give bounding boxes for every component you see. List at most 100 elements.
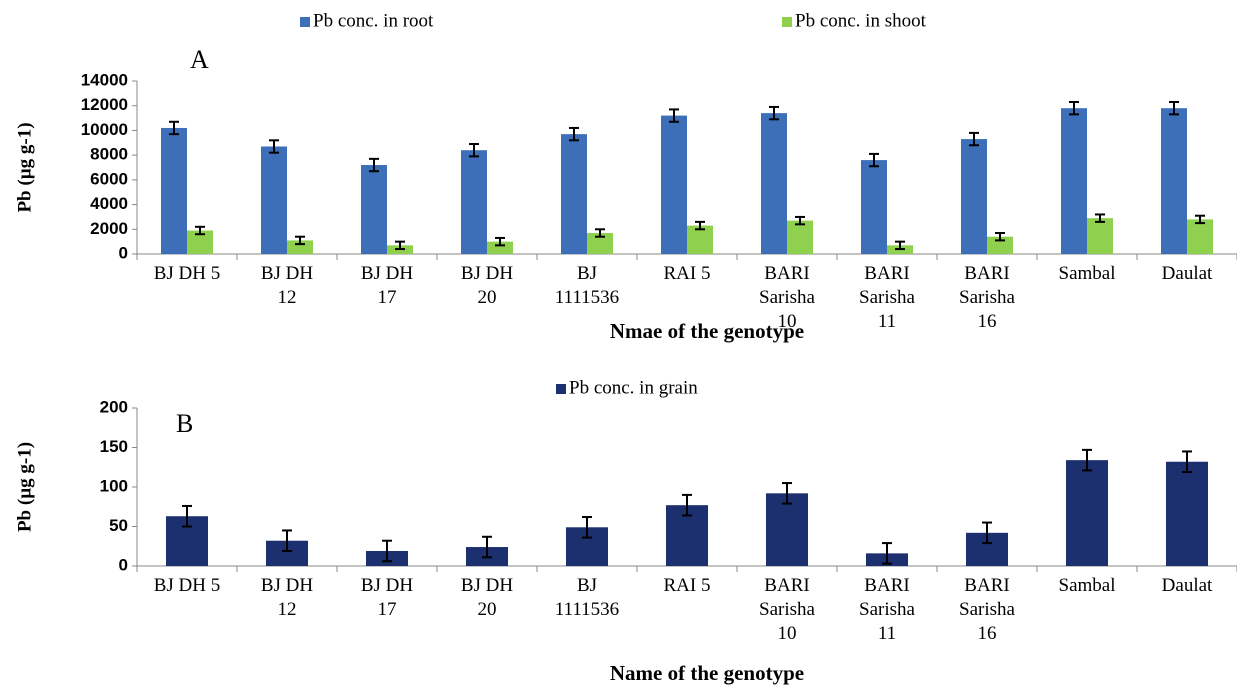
y-axis-title: Pb (µg g-1) (14, 442, 35, 532)
bar (461, 150, 487, 254)
x-tick-label: Sambal (1058, 575, 1116, 596)
error-bar (882, 542, 892, 565)
x-tick-label: BARI Sarisha 10 (759, 575, 815, 644)
error-bar (769, 105, 779, 121)
error-bar (682, 493, 692, 517)
x-tick-label: BJ DH 12 (260, 575, 314, 620)
legend-label: Pb conc. in shoot (795, 10, 927, 31)
bar (587, 232, 613, 254)
x-tick-label: BJ DH 20 (460, 263, 514, 308)
x-tick-label: BJ 1111536 (554, 263, 620, 308)
bar (261, 146, 287, 254)
x-tick-label: BJ DH 12 (260, 263, 314, 308)
y-tick-label: 200 (100, 397, 128, 416)
error-bar (1182, 450, 1192, 473)
legend-swatch (300, 17, 310, 27)
y-axis-title: Pb (µg g-1) (14, 122, 35, 212)
x-tick-label: BARI Sarisha 10 (759, 263, 815, 332)
legend-label: Pb conc. in root (313, 10, 434, 31)
legend-label: Pb conc. in grain (569, 377, 698, 398)
x-tick-label: BJ DH 5 (153, 575, 221, 596)
bar (1061, 108, 1087, 254)
error-bar (895, 240, 905, 251)
x-tick-label: BJ 1111536 (554, 575, 620, 620)
error-bar (595, 228, 605, 238)
bar (1161, 108, 1187, 254)
x-tick-label: BARI Sarisha 16 (959, 575, 1015, 644)
error-bar (369, 157, 379, 173)
bar (287, 240, 313, 254)
error-bar (295, 235, 305, 246)
error-bar (782, 482, 792, 505)
legend-swatch (782, 17, 792, 27)
legend-swatch (556, 384, 566, 394)
x-tick-label: BARI Sarisha 11 (859, 263, 915, 332)
error-bar (1069, 101, 1079, 116)
bar (661, 115, 687, 254)
error-bar (1082, 448, 1092, 472)
y-tick-label: 0 (119, 555, 128, 574)
error-bar (282, 529, 292, 552)
bar (1166, 461, 1208, 566)
error-bar (669, 108, 679, 123)
bar (1066, 460, 1108, 566)
error-bar (695, 220, 705, 231)
bar (561, 134, 587, 254)
x-axis-title: Name of the genotype (610, 661, 804, 685)
bar (1187, 219, 1213, 254)
error-bar (495, 236, 505, 247)
x-tick-label: BJ DH 20 (460, 575, 514, 620)
bar (1087, 218, 1113, 254)
x-tick-label: Daulat (1161, 263, 1213, 284)
error-bar (569, 126, 579, 142)
y-tick-label: 0 (119, 243, 128, 262)
y-tick-label: 10000 (81, 120, 128, 139)
y-tick-label: 50 (109, 516, 128, 535)
bar (687, 225, 713, 254)
y-tick-label: 2000 (90, 219, 128, 238)
error-bar (182, 504, 192, 528)
y-tick-label: 12000 (81, 95, 128, 114)
y-tick-label: 8000 (90, 145, 128, 164)
x-tick-label: Daulat (1161, 575, 1213, 596)
x-tick-label: Sambal (1058, 263, 1116, 284)
error-bar (382, 539, 392, 563)
x-tick-label: BJ DH 17 (360, 575, 414, 620)
error-bar (269, 139, 279, 154)
x-axis-title: Nmae of the genotype (610, 319, 804, 343)
error-bar (795, 215, 805, 226)
x-tick-label: BJ DH 5 (153, 263, 221, 284)
bar (961, 139, 987, 254)
bar (161, 127, 187, 254)
bar (787, 220, 813, 254)
bar (187, 230, 213, 254)
y-tick-label: 150 (100, 437, 128, 456)
error-bar (169, 120, 179, 136)
bar (761, 113, 787, 254)
error-bar (1195, 214, 1205, 225)
x-tick-label: RAI 5 (663, 263, 711, 284)
error-bar (995, 231, 1005, 242)
bar (361, 165, 387, 254)
error-bar (469, 143, 479, 158)
y-tick-label: 14000 (81, 70, 128, 89)
error-bar (482, 535, 492, 559)
x-tick-label: BARI Sarisha 16 (959, 263, 1015, 332)
y-tick-label: 4000 (90, 194, 128, 213)
error-bar (982, 521, 992, 545)
bar (987, 236, 1013, 254)
x-tick-label: BJ DH 17 (360, 263, 414, 308)
error-bar (969, 131, 979, 147)
y-tick-label: 100 (100, 476, 128, 495)
error-bar (1095, 213, 1105, 223)
error-bar (869, 152, 879, 168)
x-tick-label: RAI 5 (663, 575, 711, 596)
y-tick-label: 6000 (90, 169, 128, 188)
error-bar (1169, 101, 1179, 116)
panel-label: A (190, 45, 209, 74)
bar (766, 493, 808, 566)
error-bar (395, 240, 405, 251)
panel-label: B (176, 409, 193, 438)
bar (487, 241, 513, 254)
